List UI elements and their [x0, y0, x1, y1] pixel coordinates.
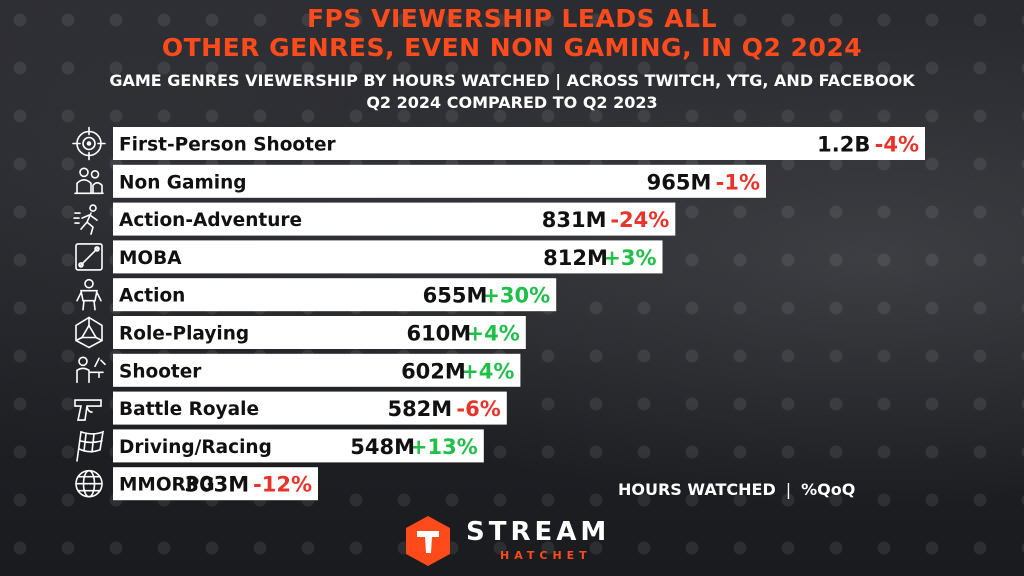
crosshair-icon [72, 126, 106, 161]
value-label: 548M [350, 435, 415, 459]
legend: HOURS WATCHED | %QoQ [618, 480, 855, 499]
subtitle-line-2: Q2 2024 COMPARED TO Q2 2023 [366, 93, 658, 112]
logo-brand-text: STREAM [466, 517, 611, 547]
bar [113, 278, 557, 312]
title-line-2: OTHER GENRES, EVEN NON GAMING, IN Q2 202… [161, 33, 863, 62]
people-icon [74, 167, 104, 195]
legend-hours-watched: HOURS WATCHED [618, 480, 776, 499]
value-label: 303M [184, 473, 249, 497]
qoq-label: +3% [603, 246, 656, 270]
bar-row: MMORPG -12%303M [75, 467, 318, 501]
bar [113, 240, 663, 274]
qoq-label: -12% [253, 473, 312, 497]
running-icon [73, 204, 98, 235]
category-label: Driving/Racing [119, 437, 272, 458]
qoq-label: -24% [610, 208, 669, 232]
qoq-label: +13% [410, 435, 478, 459]
qoq-label: -1% [716, 170, 760, 194]
category-label: Action-Adventure [119, 210, 302, 231]
value-label: 965M [647, 170, 712, 194]
category-label: Action [119, 286, 185, 307]
value-label: 655M [423, 284, 488, 308]
globe-icon [75, 469, 103, 498]
qoq-label: -4% [875, 133, 919, 157]
value-label: 831M [542, 208, 607, 232]
chart-title: FPS VIEWERSHIP LEADS ALL OTHER GENRES, E… [0, 4, 1024, 62]
legend-separator: | [785, 480, 792, 499]
qoq-label: -6% [456, 397, 500, 421]
bar [113, 429, 484, 463]
d20-dice-icon [75, 316, 103, 349]
shooter-icon [76, 356, 106, 384]
value-label: 1.2B [817, 133, 870, 157]
moba-map-icon [75, 243, 103, 271]
category-label: Battle Royale [119, 399, 259, 420]
title-line-1: FPS VIEWERSHIP LEADS ALL [306, 4, 718, 33]
qoq-label: +4% [461, 359, 514, 383]
bar [113, 316, 526, 349]
soldier-icon [76, 278, 102, 311]
checkered-flag-icon [76, 430, 105, 462]
bar [113, 202, 676, 236]
bar-row: Shooter +4%602M [76, 353, 521, 387]
category-label: Shooter [119, 361, 202, 382]
hatchet-logo-icon [406, 516, 450, 566]
bar-row: Driving/Racing +13%548M [76, 429, 484, 463]
bar [113, 353, 521, 387]
qoq-label: +30% [482, 284, 550, 308]
bar-row: Role-Playing +4%610M [75, 316, 526, 349]
category-label: MMORPG [119, 475, 215, 496]
bar [113, 164, 766, 198]
value-label: 812M [543, 246, 608, 270]
pistol-icon [74, 399, 102, 421]
category-label: MOBA [119, 248, 182, 269]
stream-hatchet-logo: STREAM HATCHET [402, 515, 632, 571]
value-label: 610M [406, 322, 471, 346]
bar-row: Battle Royale -6%582M [74, 391, 507, 425]
bar-row: Action-Adventure -24%831M [73, 202, 676, 236]
bar-row: Action +30%655M [76, 278, 557, 312]
category-label: Role-Playing [119, 324, 249, 345]
category-label: Non Gaming [119, 172, 247, 193]
logo-sub-text: HATCHET [500, 549, 592, 562]
subtitle-line-1: GAME GENRES VIEWERSHIP BY HOURS WATCHED … [109, 71, 915, 90]
bar-row: Non Gaming -1%965M [74, 164, 766, 198]
value-label: 582M [387, 397, 452, 421]
bar-row: MOBA +3%812M [75, 240, 663, 274]
qoq-label: +4% [467, 322, 520, 346]
legend-qoq: %QoQ [801, 480, 856, 499]
bar [113, 467, 318, 501]
chart-subtitle: GAME GENRES VIEWERSHIP BY HOURS WATCHED … [0, 70, 1024, 114]
value-label: 602M [401, 359, 466, 383]
category-label: First-Person Shooter [119, 135, 337, 156]
bar [113, 127, 925, 160]
bar-row: First-Person Shooter -4%1.2B [72, 126, 925, 161]
bar [113, 391, 507, 425]
